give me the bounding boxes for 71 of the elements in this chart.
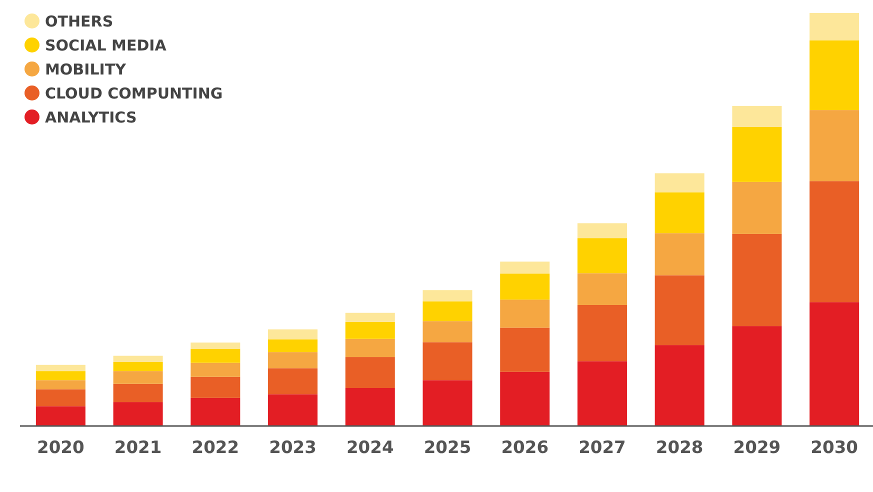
x-tick-label: 2027 — [578, 438, 626, 458]
bar — [345, 357, 395, 388]
bar — [422, 342, 472, 380]
bar — [36, 371, 86, 380]
bar — [422, 321, 472, 342]
bar — [268, 352, 318, 368]
legend-label: ANALYTICS — [45, 108, 137, 126]
bar — [345, 312, 395, 322]
bar — [422, 380, 472, 426]
bar — [190, 376, 240, 398]
bar — [654, 275, 704, 346]
bar — [190, 398, 240, 426]
bar — [577, 361, 627, 426]
bar — [268, 339, 318, 352]
bar — [500, 372, 550, 426]
bar — [732, 326, 782, 426]
bar — [500, 328, 550, 372]
bar — [36, 364, 86, 372]
bar — [577, 273, 627, 305]
bar — [345, 338, 395, 358]
bar — [345, 388, 395, 426]
bar — [654, 192, 704, 234]
bar — [577, 238, 627, 274]
x-tick-label: 2028 — [656, 438, 704, 458]
bar — [732, 126, 782, 182]
bar — [500, 300, 550, 328]
bar — [732, 182, 782, 234]
x-tick-label: 2030 — [810, 438, 858, 458]
bar — [577, 304, 627, 362]
legend-label: SOCIAL MEDIA — [45, 36, 167, 54]
x-tick-label: 2026 — [501, 438, 549, 458]
bar — [732, 106, 782, 127]
bar — [190, 348, 240, 363]
bar — [422, 301, 472, 322]
bar — [36, 389, 86, 406]
bar — [577, 223, 627, 238]
bar — [654, 173, 704, 192]
bar — [654, 233, 704, 276]
legend-label: CLOUD COMPUNTING — [45, 84, 223, 102]
x-tick-label: 2029 — [733, 438, 781, 458]
bar — [422, 290, 472, 302]
bar — [113, 402, 163, 426]
x-tick-label: 2024 — [346, 438, 394, 458]
bar — [500, 262, 550, 274]
bar — [810, 13, 860, 40]
x-tick-label: 2025 — [424, 438, 472, 458]
x-tick-label: 2020 — [37, 438, 85, 458]
bar — [113, 362, 163, 372]
bar — [268, 368, 318, 394]
x-tick-label: 2022 — [192, 438, 240, 458]
bar — [268, 394, 318, 426]
bar — [500, 274, 550, 300]
bar — [810, 110, 860, 182]
legend-label: MOBILITY — [45, 60, 128, 78]
bar — [113, 371, 163, 384]
bar — [113, 356, 163, 362]
bar — [113, 384, 163, 402]
bar — [810, 40, 860, 110]
x-tick-label: 2023 — [269, 438, 316, 458]
legend-label: OTHERS — [45, 12, 114, 30]
bar — [654, 345, 704, 426]
bar — [345, 322, 395, 339]
bar — [268, 329, 318, 340]
bar — [810, 302, 860, 426]
bar — [36, 380, 86, 390]
bar — [732, 234, 782, 326]
bar — [190, 342, 240, 349]
bar — [810, 181, 860, 302]
x-tick-label: 2021 — [114, 438, 162, 458]
bar — [36, 406, 86, 426]
bar — [190, 362, 240, 377]
